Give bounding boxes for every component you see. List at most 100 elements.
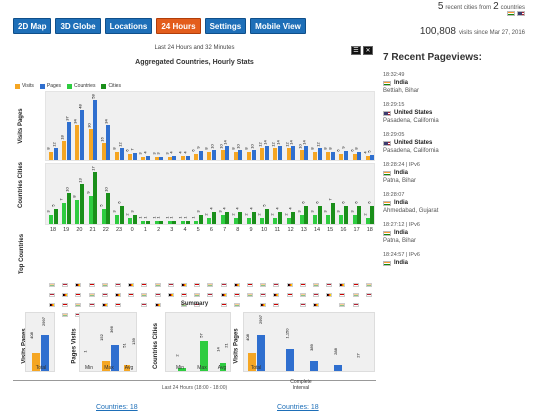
country-flag-icon bbox=[326, 293, 333, 297]
countries-value: 3 bbox=[309, 210, 315, 213]
countries-bar bbox=[62, 202, 67, 224]
pageview-time: 18:32:49 bbox=[383, 72, 405, 78]
countries-value: 7 bbox=[58, 197, 64, 201]
hour-label: 9 bbox=[249, 227, 253, 233]
visits-bar bbox=[273, 147, 278, 160]
india-flag-icon bbox=[507, 11, 515, 16]
summary-visits-pages-label-2: Visits Pages bbox=[233, 328, 240, 364]
country-flag-icon bbox=[88, 303, 95, 307]
nav-24-hours[interactable]: 24 Hours bbox=[156, 18, 201, 34]
countries-link-2[interactable]: Countries: 18 bbox=[277, 404, 319, 411]
summary-countries-cities-label: Countries Cities bbox=[153, 322, 160, 370]
hour-label: 18 bbox=[366, 227, 373, 233]
cities-bar bbox=[119, 205, 124, 224]
hour-label: 11 bbox=[274, 227, 281, 233]
close-icon[interactable]: ✕ bbox=[363, 46, 373, 55]
cities-bar bbox=[93, 172, 98, 224]
pages-value: 4 bbox=[142, 151, 148, 154]
pages-bar bbox=[79, 110, 84, 160]
cities-bar bbox=[145, 220, 150, 224]
hour-label: 3 bbox=[170, 227, 174, 233]
country-flag-icon bbox=[101, 283, 108, 287]
country-flag-icon bbox=[128, 293, 135, 297]
legend-visits: Visits bbox=[15, 83, 34, 89]
country-flag-icon bbox=[220, 293, 227, 297]
pages-value: 14 bbox=[302, 139, 308, 145]
country-flag-icon bbox=[167, 293, 174, 297]
pageview-time: 18:24:57 | IPv6 bbox=[383, 252, 420, 258]
cities-value: 4 bbox=[208, 207, 214, 210]
summary-max-label: Max bbox=[104, 365, 114, 371]
pageview-location: Patna, Bihar bbox=[383, 238, 417, 244]
cities-bar bbox=[198, 214, 203, 224]
visits-bar bbox=[115, 151, 119, 160]
visits-value: 8 bbox=[45, 147, 51, 150]
cities-value: 5 bbox=[261, 204, 267, 207]
pages-bar bbox=[251, 149, 256, 160]
visits-bar bbox=[62, 141, 67, 160]
pages-bar bbox=[304, 145, 309, 160]
country-flag-icon bbox=[273, 283, 280, 287]
summary-max-visits-bar bbox=[102, 361, 110, 371]
cities-value: 7 bbox=[327, 197, 333, 201]
visits-bar bbox=[181, 155, 185, 160]
summary-total-visits-bar bbox=[32, 353, 40, 371]
interval-value-5: 288 bbox=[332, 348, 338, 355]
hour-label: 4 bbox=[183, 227, 187, 233]
pages-value: 3 bbox=[155, 152, 161, 155]
nav-mobile-view[interactable]: Mobile View bbox=[250, 18, 306, 34]
countries-value: 8 bbox=[72, 194, 78, 198]
cities-bar bbox=[238, 211, 243, 224]
pages-value: 10 bbox=[236, 143, 242, 149]
cities-value: 6 bbox=[314, 201, 320, 204]
pageview-list: 18:32:49 India Bettiah, Bihar 18:29:15 Unite… bbox=[383, 71, 533, 267]
country-flag-icon bbox=[339, 293, 346, 297]
nav-locations[interactable]: Locations bbox=[104, 18, 153, 34]
nav-3d-globe[interactable]: 3D Globe bbox=[55, 18, 101, 34]
summary-avg-countries-bar bbox=[220, 363, 226, 371]
countries-value: 3 bbox=[217, 210, 223, 213]
cities-value: 4 bbox=[234, 207, 240, 210]
cities-value: 1 bbox=[142, 216, 148, 219]
country-flag-icon bbox=[233, 303, 240, 307]
visits-bar bbox=[141, 156, 146, 160]
pages-bar bbox=[357, 151, 362, 160]
country-flag-icon bbox=[299, 293, 306, 297]
countries-bar bbox=[247, 217, 251, 224]
country-flag-icon bbox=[326, 283, 333, 287]
pages-value: 7 bbox=[129, 148, 135, 151]
countries-link-1[interactable]: Countries: 18 bbox=[96, 404, 138, 411]
pageview-country: United States bbox=[383, 109, 533, 117]
country-flag-icon bbox=[181, 293, 187, 297]
nav-settings[interactable]: Settings bbox=[204, 18, 247, 34]
recent-cities-stat: 5 recent cities from 2 countries bbox=[438, 1, 525, 12]
pages-bar bbox=[317, 147, 322, 160]
hour-label: 21 bbox=[89, 227, 96, 233]
pageview-country: India bbox=[383, 229, 533, 237]
pages-value: 4 bbox=[182, 151, 188, 154]
summary-total-box: 408 2997 Total bbox=[25, 312, 55, 372]
country-flag-icon bbox=[154, 303, 161, 307]
countries-value: 2 bbox=[230, 213, 236, 216]
nav-2d-map[interactable]: 2D Map bbox=[13, 18, 52, 34]
countries-value: 2 bbox=[124, 213, 130, 216]
menu-icon[interactable]: ☰ bbox=[351, 46, 361, 55]
pageview-country-name: India bbox=[394, 170, 409, 176]
visits-bar bbox=[220, 149, 225, 160]
pages-value: 14 bbox=[262, 139, 268, 145]
visits-value: 34 bbox=[73, 119, 79, 124]
cities-value: 6 bbox=[300, 201, 306, 204]
country-flag-icon bbox=[247, 293, 253, 297]
pageview-time: 18:29:15 bbox=[383, 102, 405, 108]
pages-value: 8 bbox=[353, 147, 359, 150]
countries-bar bbox=[260, 217, 265, 224]
summary-min-value: 1 bbox=[82, 350, 88, 353]
country-flag-icon bbox=[233, 293, 240, 297]
hour-label: 16 bbox=[340, 227, 347, 233]
pages-value: 12 bbox=[315, 141, 321, 147]
countries-bar bbox=[352, 214, 357, 224]
summary-avg-label: Avg bbox=[124, 365, 134, 371]
country-flag-icon bbox=[167, 283, 174, 287]
pageview-time: 18:27:12 | IPv6 bbox=[383, 222, 420, 228]
